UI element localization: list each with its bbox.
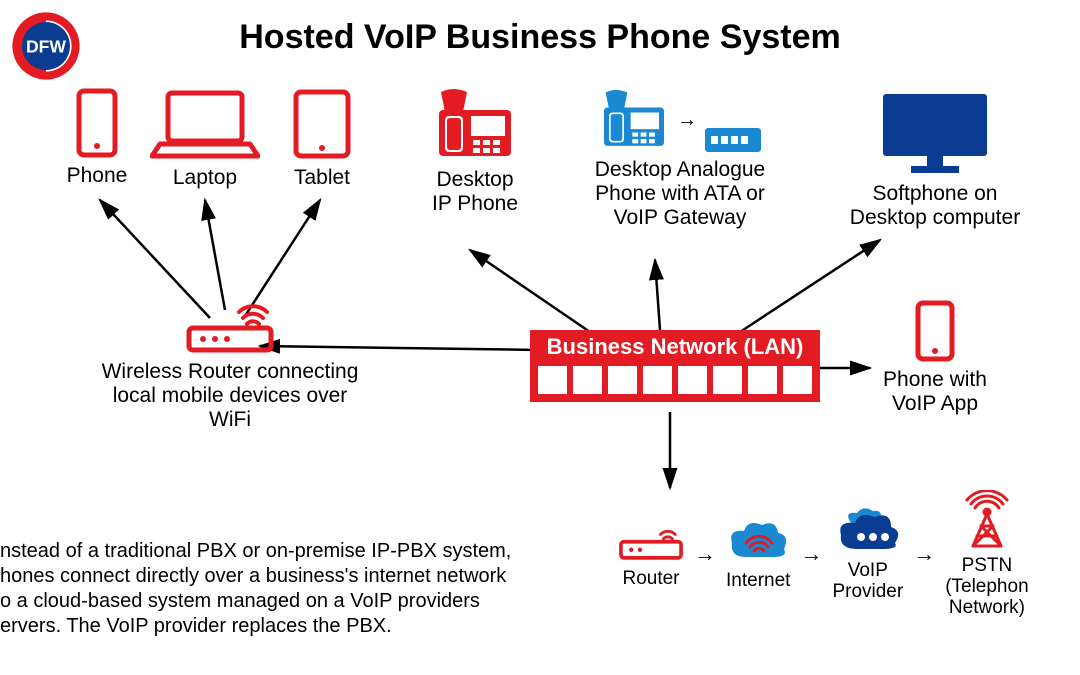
lan-port — [538, 366, 567, 394]
ip-phone-label: Desktop IP Phone — [400, 168, 550, 216]
chain-voip-provider: VoIP Provider — [832, 505, 903, 603]
deskphone-icon — [400, 88, 550, 162]
node-wireless-router: Wireless Router connecting local mobile … — [95, 300, 365, 432]
chain-router: Router — [618, 519, 684, 590]
description-text: nstead of a traditional PBX or on-premis… — [0, 539, 520, 639]
laptop-icon — [140, 88, 270, 160]
chain-internet-label: Internet — [726, 571, 790, 592]
tower-icon — [959, 490, 1015, 550]
softphone-label: Softphone on Desktop computer — [820, 182, 1050, 230]
phone-label: Phone — [42, 164, 152, 188]
lan-port — [573, 366, 602, 394]
cloud-internet-icon — [726, 517, 790, 565]
analogue-label: Desktop Analogue Phone with ATA or VoIP … — [560, 158, 800, 230]
chain-router-label: Router — [618, 569, 684, 590]
wrouter-label: Wireless Router connecting local mobile … — [95, 360, 365, 432]
lan-switch: Business Network (LAN) — [530, 330, 820, 402]
chain-pstn-label: PSTN (Telephon Network) — [945, 556, 1028, 619]
lan-port — [678, 366, 707, 394]
node-tablet: Tablet — [272, 88, 372, 190]
node-phone-voip-app: Phone with VoIP App — [850, 300, 1020, 416]
node-analogue-phone: → Desktop Analogue Phone with ATA or VoI… — [560, 88, 800, 230]
cloud-provider-icon — [833, 505, 903, 555]
phone-app-icon — [850, 300, 1020, 362]
lan-label: Business Network (LAN) — [530, 330, 820, 360]
lan-port — [713, 366, 742, 394]
lan-port — [608, 366, 637, 394]
desktop-icon — [820, 88, 1050, 176]
provider-chain: Router → Internet → VoIP Provider → — [618, 490, 1029, 619]
node-laptop: Laptop — [140, 88, 270, 190]
node-softphone: Softphone on Desktop computer — [820, 88, 1050, 230]
chain-internet: Internet — [726, 517, 790, 592]
phone-app-label: Phone with VoIP App — [850, 368, 1020, 416]
ata-icon — [705, 128, 761, 152]
router-icon — [618, 519, 684, 563]
arrow-icon: → — [800, 541, 822, 567]
node-ip-phone: Desktop IP Phone — [400, 88, 550, 216]
lan-ports — [530, 360, 820, 402]
lan-port — [748, 366, 777, 394]
lan-port — [643, 366, 672, 394]
node-phone: Phone — [42, 88, 152, 188]
page-title: Hosted VoIP Business Phone System — [0, 18, 1080, 57]
arrow-icon: → — [694, 541, 716, 567]
phone-icon — [42, 88, 152, 158]
wireless-router-icon — [95, 300, 365, 354]
arrow-icon: → — [913, 541, 935, 567]
chain-voip-label: VoIP Provider — [832, 561, 903, 603]
tablet-label: Tablet — [272, 166, 372, 190]
lan-port — [783, 366, 812, 394]
chain-pstn: PSTN (Telephon Network) — [945, 490, 1028, 619]
laptop-label: Laptop — [140, 166, 270, 190]
tablet-icon — [272, 88, 372, 160]
analogue-phone-icon: → — [560, 88, 800, 152]
